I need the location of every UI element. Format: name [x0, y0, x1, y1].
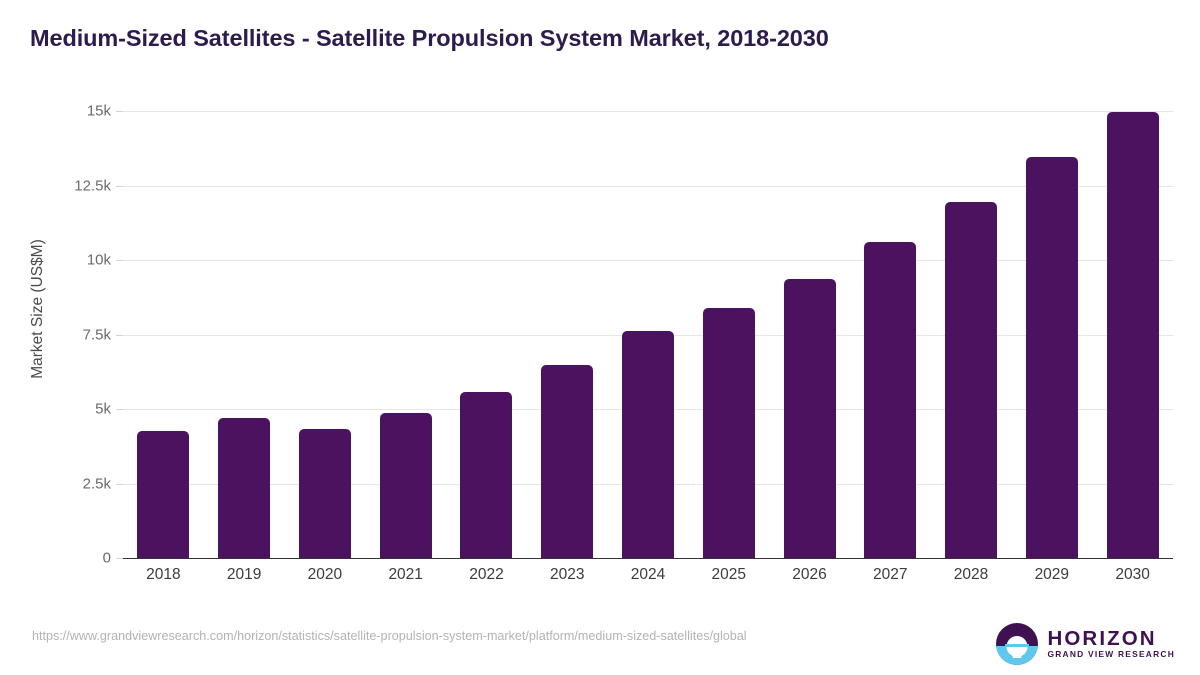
y-tick-mark — [116, 483, 123, 485]
x-tick-label: 2026 — [792, 566, 827, 583]
bar-2023[interactable] — [541, 364, 594, 558]
y-tick-mark — [116, 111, 123, 112]
x-tick-label: 2025 — [711, 566, 746, 583]
y-tick-label: 7.5k — [82, 326, 111, 343]
bar-2025[interactable] — [702, 308, 755, 558]
y-axis-label: Market Size (US$M) — [29, 239, 46, 379]
bar-2022[interactable] — [460, 391, 513, 558]
bar-2028[interactable] — [945, 202, 998, 558]
bar-2024[interactable] — [621, 330, 674, 558]
bar-2027[interactable] — [864, 242, 917, 558]
x-tick-label: 2023 — [549, 566, 585, 583]
y-tick-label: 2.5k — [82, 475, 111, 492]
x-tick-label: 2029 — [1034, 566, 1070, 583]
y-tick-mark — [116, 334, 123, 336]
chart-bars — [123, 111, 1173, 558]
y-tick-mark — [116, 409, 123, 410]
y-tick-label: 0 — [102, 549, 111, 567]
bar-slot — [850, 111, 931, 558]
gridline — [123, 260, 1173, 261]
logo-subtitle: GRAND VIEW RESEARCH — [1047, 649, 1175, 659]
x-tick-label: 2024 — [630, 566, 666, 583]
bar-slot — [204, 111, 285, 558]
horizon-logo-icon — [996, 623, 1039, 665]
x-tick-label: 2022 — [469, 566, 504, 583]
bar-slot — [1011, 111, 1092, 558]
chart-footer: https://www.grandviewresearch.com/horizo… — [0, 623, 1200, 675]
bar-slot — [527, 111, 608, 558]
gridline — [123, 185, 1173, 187]
bar-slot — [1092, 111, 1173, 558]
page-title: Medium-Sized Satellites - Satellite Prop… — [30, 25, 829, 51]
bar-slot — [123, 111, 204, 558]
bar-slot — [931, 111, 1012, 558]
bar-slot — [608, 111, 689, 558]
y-tick-mark — [116, 185, 123, 187]
x-tick-label: 2030 — [1115, 566, 1150, 583]
bar-2026[interactable] — [783, 279, 836, 558]
bar-slot — [769, 111, 850, 558]
x-tick-label: 2019 — [226, 566, 262, 583]
x-axis-line — [123, 558, 1173, 560]
x-tick-label: 2018 — [146, 566, 181, 583]
y-tick-label: 15k — [86, 102, 111, 120]
bar-2018[interactable] — [137, 431, 190, 558]
bar-2029[interactable] — [1025, 157, 1078, 558]
x-axis-labels: 2018 2019 2020 2021 2022 2023 2024 2025 2026 2027… — [123, 566, 1173, 584]
bar-2020[interactable] — [298, 428, 351, 558]
bar-2030[interactable] — [1106, 111, 1159, 558]
bar-2019[interactable] — [218, 417, 271, 558]
logo-text: HORIZON GRAND VIEW RESEARCH — [1047, 628, 1175, 660]
x-tick-label: 2028 — [953, 566, 989, 583]
bar-2021[interactable] — [379, 412, 432, 558]
x-tick-label: 2021 — [388, 566, 423, 583]
y-tick-mark — [116, 260, 123, 261]
source-url[interactable]: https://www.grandviewresearch.com/horizo… — [32, 629, 747, 643]
y-tick-mark — [116, 558, 123, 559]
x-tick-label: 2027 — [873, 566, 908, 583]
bar-slot — [285, 111, 366, 558]
logo-title: HORIZON — [1047, 627, 1157, 650]
y-tick-label: 5k — [95, 400, 111, 418]
x-tick-label: 2020 — [307, 566, 343, 583]
bar-slot — [688, 111, 769, 558]
bar-slot — [365, 111, 446, 558]
bar-slot — [446, 111, 527, 558]
horizon-logo: HORIZON GRAND VIEW RESEARCH — [996, 623, 1175, 665]
chart-plot-area: Market Size (US$M) 0 2.5k 5k 7.5k 10k 12.5k 15… — [29, 102, 1173, 584]
y-tick-label: 12.5k — [74, 177, 111, 194]
gridline — [123, 111, 1173, 112]
y-tick-label: 10k — [86, 251, 111, 269]
